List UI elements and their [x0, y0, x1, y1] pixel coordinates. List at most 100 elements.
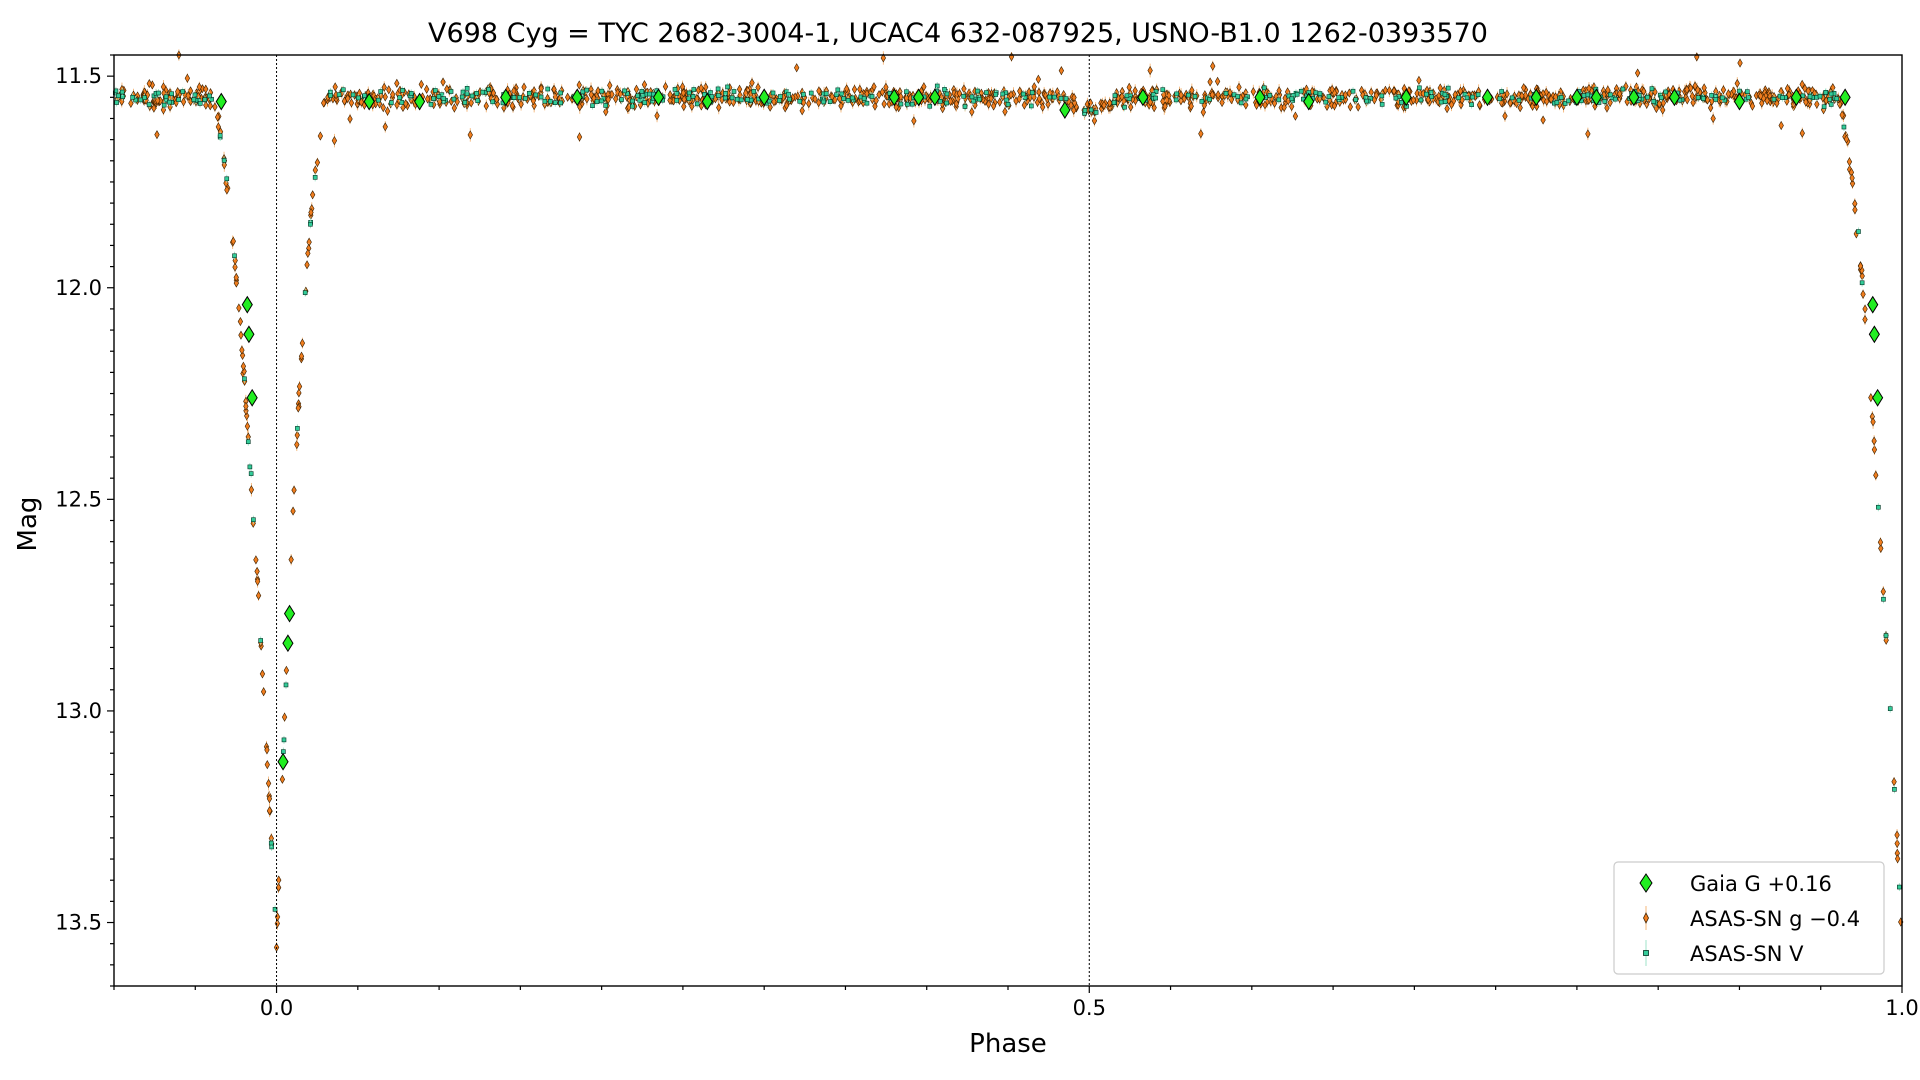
data-point — [448, 89, 454, 94]
data-point — [1035, 74, 1042, 84]
data-point — [584, 94, 590, 104]
data-point-gaia — [1481, 88, 1494, 107]
data-point — [397, 95, 402, 100]
data-point — [400, 88, 405, 93]
data-point — [1445, 85, 1451, 91]
data-point — [356, 95, 361, 101]
data-point — [850, 95, 855, 101]
data-point — [1725, 89, 1732, 99]
data-point-gaia — [363, 92, 375, 111]
data-point — [279, 774, 286, 784]
data-point — [1566, 98, 1571, 104]
data-point — [755, 82, 761, 93]
data-point — [625, 91, 630, 97]
data-point — [834, 92, 839, 97]
legend: Gaia G +0.16 ASAS-SN g −0.4 ASAS-SN V — [1613, 861, 1885, 975]
data-point — [1746, 95, 1751, 100]
data-point — [1442, 92, 1448, 98]
data-point — [1281, 102, 1287, 112]
data-point — [821, 99, 826, 105]
data-point — [1612, 96, 1618, 102]
series-asas-sn-g — [114, 49, 1904, 953]
data-point — [1178, 90, 1184, 100]
data-point — [130, 94, 135, 100]
data-point — [971, 98, 976, 104]
data-point — [743, 88, 749, 98]
data-point — [493, 94, 500, 104]
data-point — [1516, 97, 1522, 103]
data-point — [1429, 94, 1434, 100]
data-point — [944, 100, 949, 106]
data-point-gaia — [277, 752, 289, 771]
data-point — [797, 98, 803, 104]
data-point — [408, 91, 414, 96]
data-point — [1261, 85, 1267, 91]
data-point-gaia — [1872, 388, 1884, 407]
data-point — [151, 103, 157, 113]
legend-marker-asas-v — [1643, 950, 1649, 956]
data-point — [1684, 95, 1690, 105]
data-point-gaia — [913, 88, 925, 107]
data-point — [1894, 838, 1900, 849]
data-point-gaia — [1867, 295, 1879, 314]
data-point — [464, 86, 470, 91]
data-point — [521, 82, 527, 92]
data-point — [460, 89, 466, 95]
data-point — [869, 94, 875, 99]
data-point — [264, 745, 270, 755]
data-point — [1786, 90, 1792, 100]
data-point-gaia — [1571, 88, 1583, 107]
data-point — [290, 506, 296, 516]
data-point — [1651, 99, 1657, 104]
data-point — [1047, 94, 1052, 100]
data-point — [248, 471, 254, 476]
data-point — [584, 87, 590, 93]
data-point — [1391, 86, 1397, 96]
data-point — [1873, 470, 1879, 480]
data-point — [909, 101, 915, 107]
data-point — [212, 102, 218, 112]
data-point — [244, 421, 251, 431]
data-point — [1243, 100, 1249, 110]
data-point — [283, 682, 289, 688]
data-point — [969, 107, 975, 117]
data-point — [667, 95, 673, 106]
data-point — [1063, 96, 1069, 101]
data-point — [1616, 89, 1623, 99]
data-point — [1803, 97, 1809, 107]
data-point — [806, 99, 812, 109]
data-point — [1294, 91, 1300, 97]
data-point — [603, 103, 608, 108]
data-point — [1834, 96, 1840, 102]
data-point — [1710, 113, 1716, 124]
data-point — [180, 89, 185, 94]
data-point — [1017, 86, 1023, 96]
data-point — [1517, 103, 1523, 113]
data-point — [647, 91, 652, 97]
data-point — [1124, 93, 1130, 99]
data-point-gaia — [1628, 88, 1640, 107]
data-point — [580, 89, 586, 95]
data-point — [1207, 77, 1213, 87]
data-point — [253, 555, 259, 565]
data-point — [142, 95, 147, 100]
data-point — [997, 97, 1003, 107]
data-point — [1188, 101, 1194, 111]
data-point — [1347, 102, 1353, 112]
data-point — [1153, 89, 1159, 94]
data-point — [1273, 91, 1279, 102]
data-point — [873, 95, 879, 106]
data-point — [283, 665, 290, 676]
data-point — [390, 89, 396, 100]
data-point — [483, 101, 489, 111]
data-point — [576, 132, 583, 142]
data-point — [1243, 96, 1249, 102]
data-point — [1894, 854, 1901, 864]
data-point — [1688, 83, 1694, 93]
data-point — [1360, 90, 1366, 100]
data-point — [1660, 98, 1667, 108]
data-point — [786, 91, 791, 97]
data-point — [1509, 95, 1515, 101]
data-point — [1540, 115, 1546, 125]
data-point — [1883, 635, 1889, 645]
